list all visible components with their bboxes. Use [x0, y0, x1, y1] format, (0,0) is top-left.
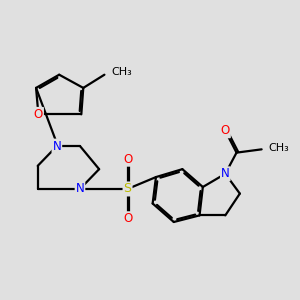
Text: CH₃: CH₃ — [268, 143, 289, 153]
Text: O: O — [123, 153, 132, 166]
Text: O: O — [34, 108, 43, 121]
Text: CH₃: CH₃ — [112, 67, 132, 77]
Text: S: S — [124, 182, 131, 196]
Text: N: N — [221, 167, 230, 180]
Text: O: O — [221, 124, 230, 137]
Text: N: N — [76, 182, 84, 196]
Text: N: N — [52, 140, 61, 152]
Text: O: O — [123, 212, 132, 225]
